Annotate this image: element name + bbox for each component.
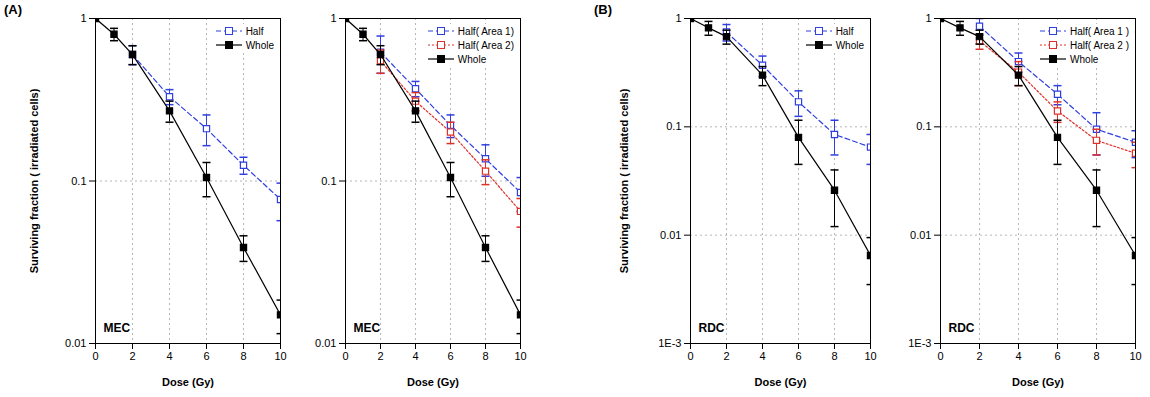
svg-text:0.1: 0.1 [666,120,681,132]
svg-text:Dose (Gy): Dose (Gy) [407,376,459,388]
svg-text:Dose (Gy): Dose (Gy) [755,376,807,388]
html-text:(A): (A) [4,2,22,17]
svg-text:RDC: RDC [949,321,975,335]
svg-text:4: 4 [166,350,172,362]
svg-text:4: 4 [412,350,418,362]
svg-text:0.1: 0.1 [321,175,336,187]
svg-text:1: 1 [925,12,931,24]
svg-text:2: 2 [377,350,383,362]
svg-text:2: 2 [129,350,135,362]
svg-text:8: 8 [482,350,488,362]
svg-text:10: 10 [1129,350,1141,362]
html-text:(B): (B) [594,2,612,17]
html-text:Half( Area 2 ): Half( Area 2 ) [1070,39,1129,51]
svg-text:0: 0 [687,350,693,362]
svg-text:6: 6 [203,350,209,362]
svg-text:RDC: RDC [699,321,725,335]
html-text:Half: Half [245,25,264,37]
svg-text:10: 10 [514,350,526,362]
svg-text:0.1: 0.1 [71,175,86,187]
svg-text:10: 10 [864,350,876,362]
html-text:Half: Half [835,25,854,37]
svg-text:0: 0 [937,350,943,362]
svg-text:6: 6 [795,350,801,362]
html-text:Half( Area 2): Half( Area 2) [457,39,514,51]
svg-text:Dose (Gy): Dose (Gy) [162,376,214,388]
svg-text:Dose (Gy): Dose (Gy) [1012,376,1064,388]
svg-text:10: 10 [274,350,286,362]
svg-text:1: 1 [675,12,681,24]
svg-text:8: 8 [1093,350,1099,362]
svg-text:0.01: 0.01 [910,229,931,241]
html-text:Whole: Whole [1070,53,1099,65]
html-text:Half( Area 1 ): Half( Area 1 ) [1070,25,1129,37]
svg-text:2: 2 [976,350,982,362]
svg-text:0.01: 0.01 [315,337,336,349]
svg-text:Surviving fraction ( irradiate: Surviving fraction ( irradiated cells) [28,88,40,273]
svg-text:2: 2 [723,350,729,362]
svg-text:1E-3: 1E-3 [658,337,681,349]
svg-text:6: 6 [1054,350,1060,362]
svg-text:1: 1 [330,12,336,24]
svg-text:0.01: 0.01 [65,337,86,349]
svg-text:Surviving fraction ( irradiate: Surviving fraction ( irradiated cells) [618,88,630,273]
svg-text:0: 0 [92,350,98,362]
svg-text:MEC: MEC [354,321,381,335]
svg-text:8: 8 [831,350,837,362]
svg-text:8: 8 [240,350,246,362]
html-text:Whole: Whole [457,53,487,65]
html-text:Whole: Whole [835,39,864,51]
svg-text:MEC: MEC [104,321,131,335]
svg-text:6: 6 [447,350,453,362]
html-text:Half( Area 1): Half( Area 1) [457,25,514,37]
svg-text:0.1: 0.1 [916,120,931,132]
html-text:Whole: Whole [245,39,274,51]
svg-text:1E-3: 1E-3 [908,337,931,349]
svg-text:0.01: 0.01 [660,229,681,241]
svg-text:1: 1 [80,12,86,24]
svg-text:4: 4 [759,350,765,362]
svg-text:4: 4 [1015,350,1021,362]
svg-text:0: 0 [342,350,348,362]
